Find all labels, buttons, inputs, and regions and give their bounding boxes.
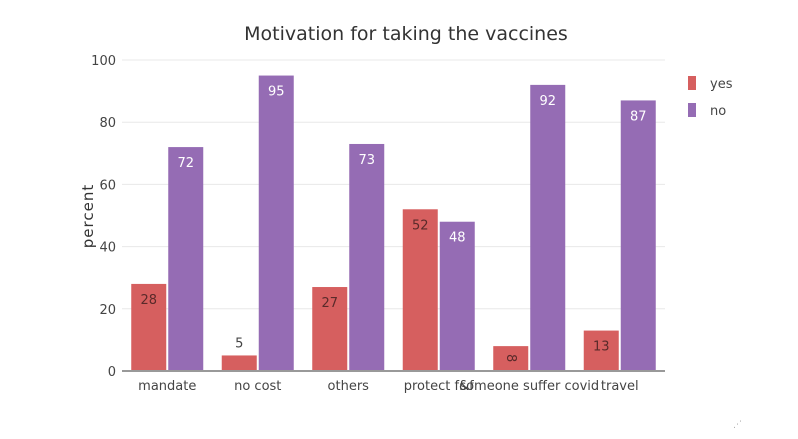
data-label: 87 xyxy=(630,109,647,124)
bar-no[interactable] xyxy=(168,147,204,371)
chart-title: Motivation for taking the vaccines xyxy=(244,23,568,45)
data-label: 73 xyxy=(358,153,375,168)
bar-yes[interactable] xyxy=(493,346,529,371)
x-tick-label: travel xyxy=(601,379,639,394)
y-tick-label: 100 xyxy=(91,54,116,69)
bar-no[interactable] xyxy=(620,100,656,372)
x-tick-label: mandate xyxy=(138,379,196,394)
y-tick-label: 20 xyxy=(99,303,116,318)
bar-yes[interactable] xyxy=(402,209,438,371)
data-label: 48 xyxy=(449,231,466,246)
x-tick-label: no cost xyxy=(234,379,281,394)
legend-swatch-yes[interactable] xyxy=(688,76,696,90)
bar-no[interactable] xyxy=(349,143,385,371)
bar-yes[interactable] xyxy=(131,283,167,371)
legend[interactable]: yes no xyxy=(688,76,733,119)
bar-yes[interactable] xyxy=(583,330,619,371)
data-label: 92 xyxy=(539,94,556,109)
y-tick-label: 80 xyxy=(99,116,116,131)
bar-no[interactable] xyxy=(530,84,566,371)
y-tick-label: 60 xyxy=(99,178,116,193)
data-label: 28 xyxy=(140,293,157,308)
bar-no[interactable] xyxy=(258,75,294,372)
y-tick-label: 0 xyxy=(108,365,116,380)
y-axis-label: percent xyxy=(79,184,97,248)
data-label: 13 xyxy=(593,340,610,355)
bar-yes[interactable] xyxy=(312,287,348,371)
legend-swatch-no[interactable] xyxy=(688,103,696,117)
x-tick-label: others xyxy=(328,379,370,394)
data-label: 72 xyxy=(177,156,194,171)
legend-label-no[interactable]: no xyxy=(710,104,726,119)
x-tick-label: someone suffer covid xyxy=(459,379,599,394)
bar-yes[interactable] xyxy=(221,355,257,371)
legend-label-yes[interactable]: yes xyxy=(710,77,733,92)
data-label: 5 xyxy=(235,336,243,351)
data-label: 27 xyxy=(321,296,338,311)
data-label: 95 xyxy=(268,85,285,100)
x-tick-label: protect f&f xyxy=(404,379,474,394)
y-tick-label: 40 xyxy=(99,241,116,256)
bar-no[interactable] xyxy=(439,221,475,371)
data-label: 8 xyxy=(503,354,518,362)
data-label: 52 xyxy=(412,218,429,233)
resize-handle-icon[interactable]: ⋰ xyxy=(733,420,742,430)
